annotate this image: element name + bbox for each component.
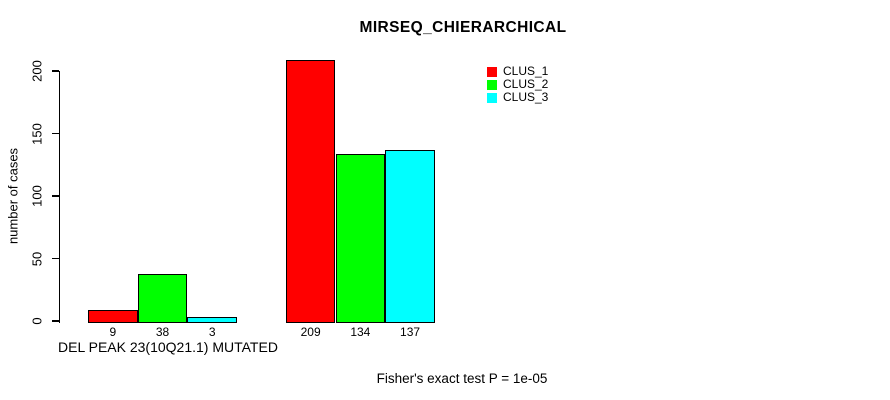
legend-swatch-clus_3	[487, 92, 497, 103]
bar-value-label: 9	[109, 325, 117, 339]
legend: CLUS_1 CLUS_2 CLUS_3	[487, 65, 548, 104]
y-axis-tick-label: 100	[29, 185, 45, 207]
chart-title: MIRSEQ_CHIERARCHICAL	[359, 19, 567, 36]
y-axis-tick-label: 150	[29, 122, 45, 145]
bar-clus_1-group2	[285, 59, 336, 323]
bar-clus_3-group1	[187, 317, 238, 323]
y-axis-label: number of cases	[5, 147, 21, 245]
bar-value-label: 134	[350, 325, 371, 339]
legend-item-clus_1: CLUS_1	[487, 65, 548, 78]
bar-value-label: 137	[400, 325, 421, 339]
fisher-test-annotation: Fisher's exact test P = 1e-05	[376, 371, 548, 386]
bar-clus_2-group2	[335, 153, 386, 323]
legend-swatch-clus_1	[487, 66, 497, 77]
bar-value-label: 209	[300, 325, 321, 339]
y-axis-tick	[51, 70, 59, 72]
bar-clus_3-group2	[385, 149, 435, 323]
bar-clus_2-group1	[137, 273, 188, 323]
y-axis-tick-label: 50	[29, 251, 45, 266]
y-axis-tick	[51, 257, 59, 260]
legend-swatch-clus_2	[487, 79, 497, 90]
y-axis-tick-label: 200	[29, 60, 45, 82]
y-axis-tick	[51, 195, 59, 197]
y-axis-tick	[51, 320, 59, 322]
bar-value-label: 3	[208, 325, 216, 339]
legend-label: CLUS_3	[503, 90, 549, 104]
bar-clus_1-group1	[88, 309, 138, 323]
legend-item-clus_2: CLUS_2	[487, 78, 548, 91]
legend-label: CLUS_1	[503, 64, 549, 78]
bar-value-label: 38	[155, 325, 170, 339]
y-axis-tick-label: 0	[29, 317, 45, 325]
legend-label: CLUS_2	[503, 77, 549, 91]
y-axis-tick	[51, 132, 59, 135]
legend-item-clus_3: CLUS_3	[487, 91, 548, 104]
x-axis-label: DEL PEAK 23(10Q21.1) MUTATED	[58, 339, 278, 355]
y-axis-line	[58, 71, 60, 323]
